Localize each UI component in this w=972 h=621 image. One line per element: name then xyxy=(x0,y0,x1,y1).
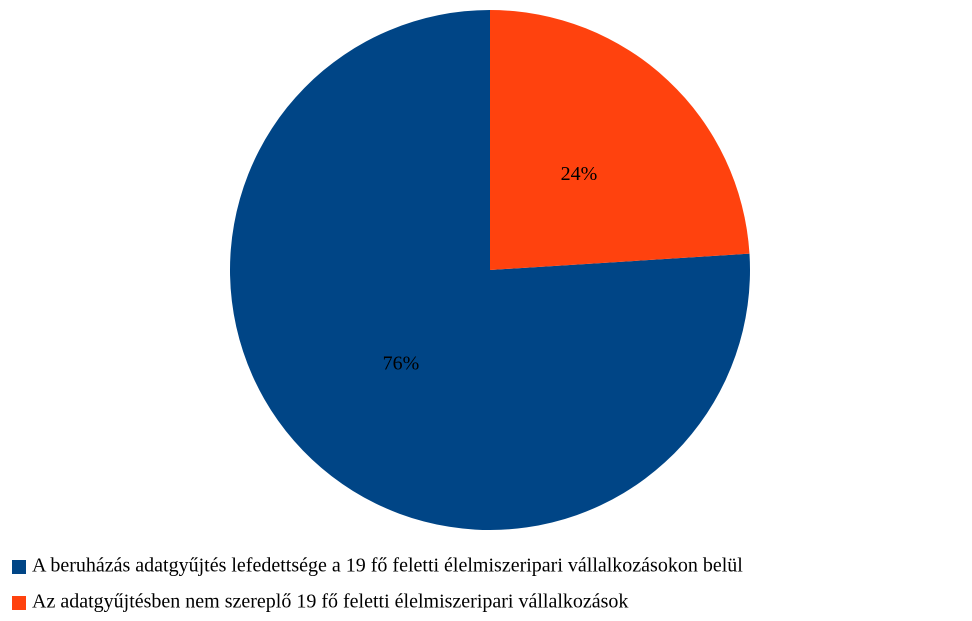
data-label: 24% xyxy=(561,163,598,185)
pie-slice xyxy=(490,10,750,270)
legend-swatch xyxy=(12,596,26,610)
legend-label: A beruházás adatgyűjtés lefedettsége a 1… xyxy=(32,555,743,577)
data-label: 76% xyxy=(383,352,420,374)
legend-label: Az adatgyűjtésben nem szereplő 19 fő fel… xyxy=(32,591,628,613)
legend-swatch xyxy=(12,560,26,574)
